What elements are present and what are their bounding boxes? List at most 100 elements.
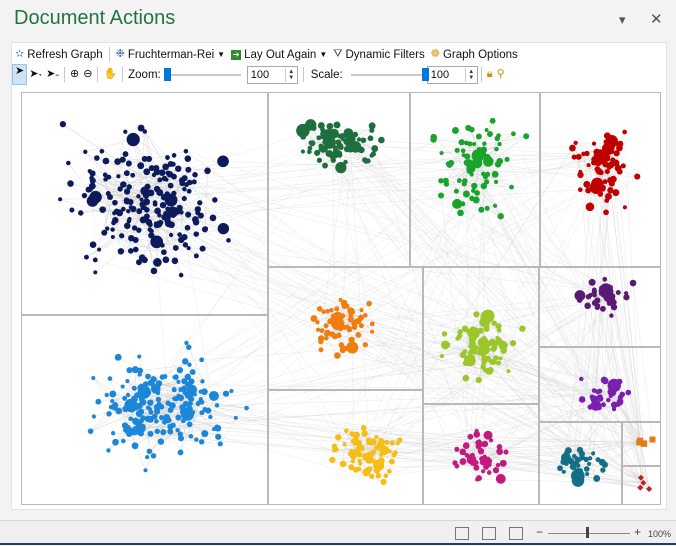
zoom-slider-thumb[interactable] — [164, 68, 171, 81]
graph-node — [175, 428, 179, 432]
graph-node — [482, 141, 487, 146]
graph-node — [172, 258, 179, 265]
zoom-status-thumb[interactable] — [586, 527, 589, 538]
graph-node — [215, 403, 219, 407]
graph-node — [305, 119, 316, 130]
network-graph[interactable] — [21, 92, 661, 505]
graph-node — [185, 167, 191, 173]
graph-node — [328, 320, 332, 324]
graph-node — [171, 162, 176, 167]
graph-node — [591, 178, 603, 190]
normal-view-icon[interactable] — [455, 527, 469, 540]
graph-node — [138, 431, 144, 437]
refresh-graph-button[interactable]: ✫ Refresh Graph — [12, 45, 106, 64]
graph-node — [469, 196, 474, 201]
graph-node — [600, 290, 607, 297]
graph-node — [172, 388, 177, 393]
zoom-in-status-button[interactable]: + — [634, 525, 641, 539]
graph-node — [132, 442, 139, 449]
zoom-slider[interactable] — [167, 67, 241, 83]
graph-node — [485, 172, 490, 177]
graph-node — [592, 287, 597, 292]
pin-button[interactable]: ⚲ — [495, 65, 507, 84]
page-layout-icon[interactable] — [482, 527, 496, 540]
graph-node — [578, 187, 583, 192]
spin-arrows-icon[interactable]: ▲▼ — [285, 68, 297, 82]
graph-node — [67, 180, 74, 187]
graph-node — [171, 174, 177, 180]
scale-slider[interactable] — [351, 67, 425, 83]
zoom-status-slider[interactable] — [548, 533, 630, 534]
graph-node — [510, 340, 516, 346]
graph-node — [192, 216, 199, 223]
graph-node — [156, 397, 161, 402]
select-adjacent-button[interactable]: ➤˖ — [27, 65, 44, 84]
close-icon[interactable]: ✕ — [650, 10, 663, 28]
graph-node — [148, 407, 152, 411]
zoom-out-button[interactable]: ⊖ — [81, 65, 94, 84]
scale-value[interactable]: 100 — [428, 69, 465, 81]
dynamic-filters-button[interactable]: ⛛ Dynamic Filters — [330, 45, 427, 64]
graph-node — [477, 147, 483, 153]
zoom-status-percent[interactable]: 100% — [648, 529, 671, 539]
graph-node — [616, 402, 620, 406]
graph-node — [587, 163, 591, 167]
graph-node — [464, 153, 470, 159]
select-pointer-button[interactable]: ➤ — [12, 64, 27, 85]
page-break-icon[interactable] — [509, 527, 523, 540]
graph-node — [320, 328, 325, 333]
graph-node — [623, 294, 629, 300]
graph-node — [467, 168, 473, 174]
zoom-value[interactable]: 100 — [248, 69, 285, 81]
graph-node — [126, 367, 132, 373]
zoom-in-button[interactable]: ⊕ — [68, 65, 81, 84]
zoom-spinner[interactable]: 100 ▲▼ — [247, 66, 298, 84]
graph-node — [475, 429, 479, 433]
graph-node — [454, 189, 459, 194]
graph-node — [578, 170, 582, 174]
graph-node — [171, 423, 176, 428]
graph-edge — [183, 295, 590, 421]
graph-node — [353, 450, 358, 455]
graph-node — [478, 448, 484, 454]
pane-title: Document Actions — [14, 7, 175, 30]
graph-node — [185, 155, 192, 162]
graph-node — [474, 157, 481, 164]
lay-out-again-button[interactable]: ➔ Lay Out Again ▼ — [228, 45, 330, 64]
zoom-out-status-button[interactable]: − — [536, 525, 543, 539]
graph-node — [506, 369, 510, 373]
graph-node — [590, 396, 597, 403]
pan-hand-button[interactable]: ✋ — [101, 65, 119, 84]
graph-node — [161, 249, 167, 255]
graph-node — [318, 339, 323, 344]
scale-slider-track — [351, 74, 425, 76]
graph-node — [342, 442, 346, 446]
graph-node — [370, 449, 376, 455]
lock-button[interactable]: 🔒︎ — [485, 65, 495, 84]
graph-node — [309, 140, 315, 146]
graph-node — [109, 405, 114, 410]
graph-node — [440, 151, 444, 155]
graph-node — [604, 132, 611, 139]
layout-algorithm-dropdown[interactable]: ❉ Fruchterman-Rei ▼ — [113, 45, 228, 64]
graph-node — [636, 440, 642, 446]
graph-node — [137, 368, 143, 374]
graph-node — [153, 165, 159, 171]
graph-node — [157, 213, 161, 217]
graph-node — [370, 330, 374, 334]
spin-arrows-icon[interactable]: ▲▼ — [465, 68, 477, 82]
graph-node — [153, 200, 158, 205]
graph-node — [366, 438, 371, 443]
scale-slider-thumb[interactable] — [422, 68, 429, 81]
graph-node — [160, 202, 166, 208]
graph-options-button[interactable]: ❁ Graph Options — [428, 45, 521, 64]
graph-node — [334, 306, 339, 311]
select-subgraph-button[interactable]: ➤˗ — [44, 65, 61, 84]
graph-node — [160, 243, 165, 248]
pane-options-button[interactable]: ▾ — [619, 12, 626, 28]
graph-node — [387, 469, 392, 474]
graph-node — [139, 254, 146, 261]
scale-spinner[interactable]: 100 ▲▼ — [427, 66, 478, 84]
graph-node — [340, 313, 345, 318]
graph-node — [599, 459, 606, 466]
